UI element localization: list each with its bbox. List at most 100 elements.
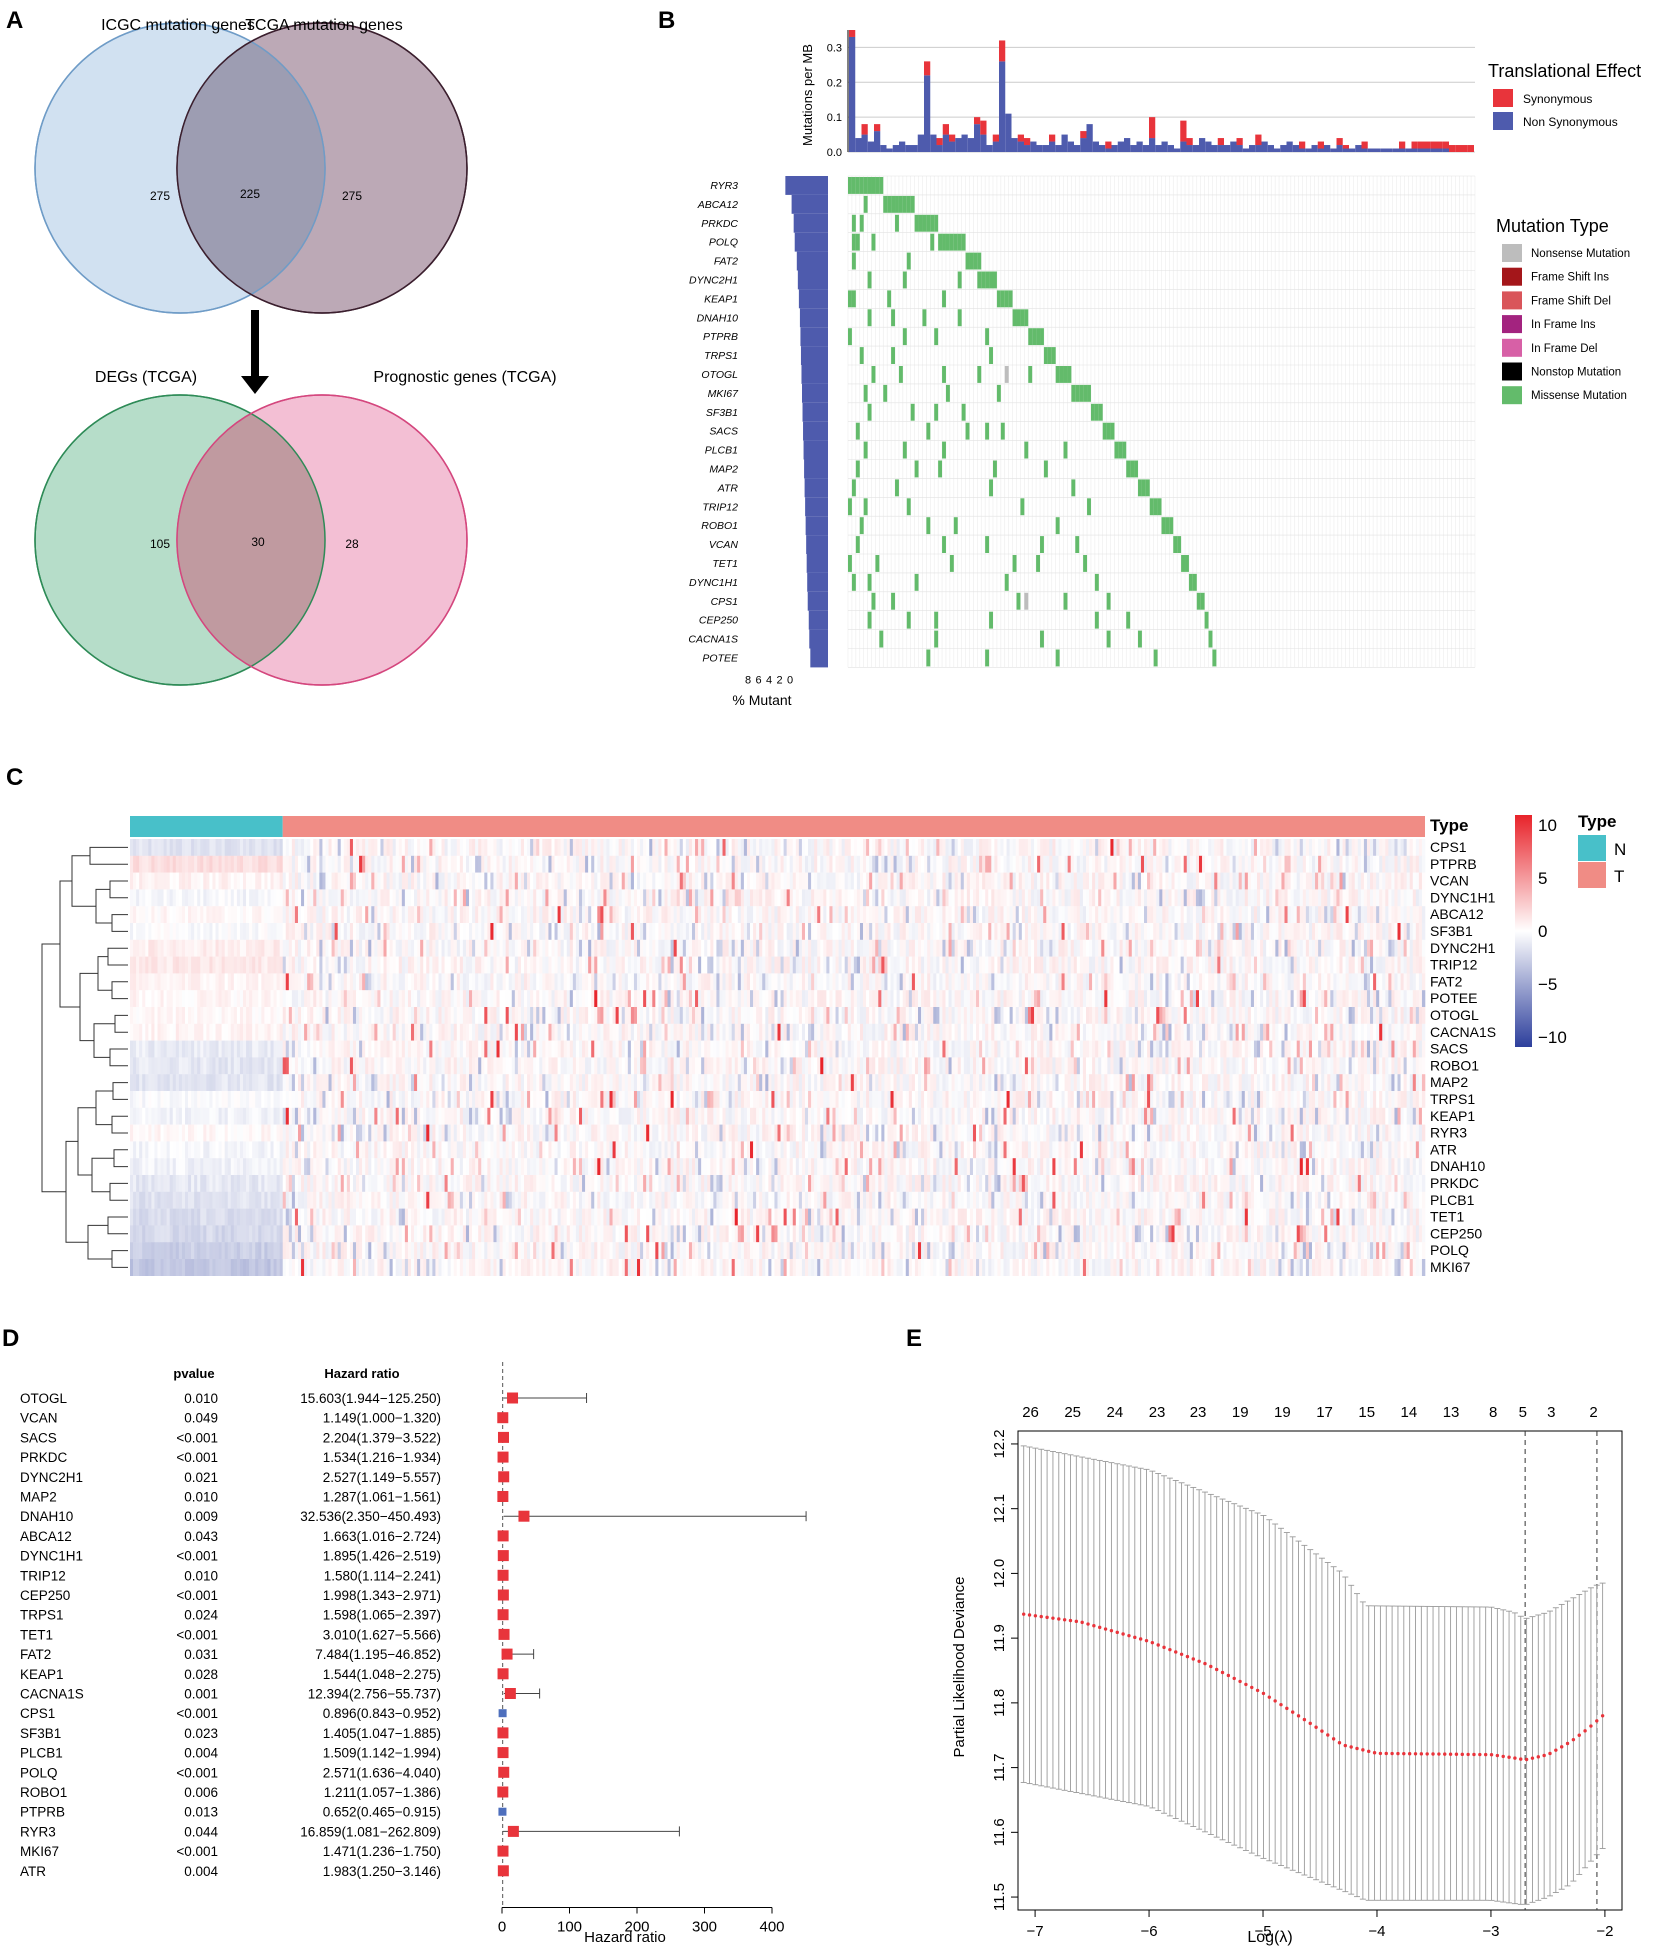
heatmap-cell [1419,923,1422,940]
heatmap-cell [225,906,228,923]
heatmap-cell [1104,973,1107,990]
heatmap-cell [698,839,701,856]
heatmap-cell [1312,990,1315,1007]
heatmap-cell [206,1007,209,1024]
heatmap-cell [518,923,521,940]
heatmap-cell [1205,940,1208,957]
heatmap-cell [631,839,634,856]
oncoplot-missense-cell [985,328,989,345]
heatmap-cell [1181,889,1184,906]
heatmap-cell [1336,990,1339,1007]
heatmap-cell [1327,940,1330,957]
heatmap-cell [1376,990,1379,1007]
heatmap-cell [164,990,167,1007]
heatmap-cell [176,923,179,940]
heatmap-cell [1120,839,1123,856]
heatmap-cell [176,856,179,873]
heatmap-cell [295,923,298,940]
heatmap-cell [1230,957,1233,974]
heatmap-cell [1349,873,1352,890]
heatmap-cell [661,923,664,940]
heatmap-cell [167,856,170,873]
heatmap-cell [270,957,273,974]
heatmap-cell [1419,889,1422,906]
heatmap-cell [933,889,936,906]
heatmap-cell [475,973,478,990]
heatmap-cell [887,957,890,974]
heatmap-cell [564,906,567,923]
heatmap-cell [225,889,228,906]
heatmap-cell [1175,923,1178,940]
heatmap-cell [1031,889,1034,906]
heatmap-cell [796,923,799,940]
heatmap-cell [463,973,466,990]
heatmap-cell [384,856,387,873]
heatmap-cell [759,990,762,1007]
heatmap-cell [1055,957,1058,974]
heatmap-cell [469,856,472,873]
heatmap-cell [949,923,952,940]
heatmap-cell [173,973,176,990]
heatmap-cell [603,923,606,940]
heatmap-cell [952,990,955,1007]
heatmap-cell [1132,889,1135,906]
oncoplot-missense-cell [1205,612,1209,629]
heatmap-cell [1098,889,1101,906]
heatmap-cell [927,957,930,974]
heatmap-cell [1379,906,1382,923]
oncoplot-matrix [848,176,1475,667]
heatmap-cell [1098,940,1101,957]
heatmap-cell [1193,839,1196,856]
heatmap-cell [329,940,332,957]
heatmap-cell [668,973,671,990]
heatmap-cell [209,856,212,873]
heatmap-cell [1288,873,1291,890]
heatmap-cell [964,856,967,873]
heatmap-cell [222,873,225,890]
heatmap-cell [1004,923,1007,940]
heatmap-cell [1043,856,1046,873]
heatmap-cell [1165,873,1168,890]
heatmap-cell [179,856,182,873]
pct-mutant-bar [801,365,828,384]
heatmap-cell [756,856,759,873]
mutation-legend-label: Frame Shift Ins [1531,272,1609,284]
heatmap-cell [576,973,579,990]
heatmap-cell [414,856,417,873]
heatmap-cell [658,990,661,1007]
heatmap-cell [1401,839,1404,856]
heatmap-cell [1043,990,1046,1007]
heatmap-cell [454,923,457,940]
heatmap-cell [353,923,356,940]
heatmap-cell [1407,990,1410,1007]
heatmap-cell [1226,940,1229,957]
heatmap-cell [130,923,133,940]
heatmap-cell [671,957,674,974]
heatmap-cell [414,973,417,990]
heatmap-cell [515,990,518,1007]
heatmap-cell [829,940,832,957]
heatmap-cell [1092,940,1095,957]
heatmap-cell [1330,856,1333,873]
heatmap-cell [1245,940,1248,957]
heatmap-cell [206,990,209,1007]
heatmap-cell [930,906,933,923]
heatmap-cell [399,973,402,990]
heatmap-cell [655,940,658,957]
heatmap-cell [231,957,234,974]
heatmap-cell [365,856,368,873]
heatmap-cell [533,923,536,940]
heatmap-cell [1022,957,1025,974]
tmb-bar-nonsyn [1268,145,1274,152]
heatmap-cell [616,839,619,856]
venn-bottom-overlap-count: 30 [251,535,265,549]
heatmap-cell [1352,856,1355,873]
heatmap-cell [857,957,860,974]
heatmap-cell [1275,957,1278,974]
heatmap-cell [1239,957,1242,974]
oncoplot-missense-cell [1017,309,1021,326]
heatmap-cell [878,906,881,923]
heatmap-cell [799,839,802,856]
heatmap-cell [851,990,854,1007]
heatmap-cell [500,889,503,906]
